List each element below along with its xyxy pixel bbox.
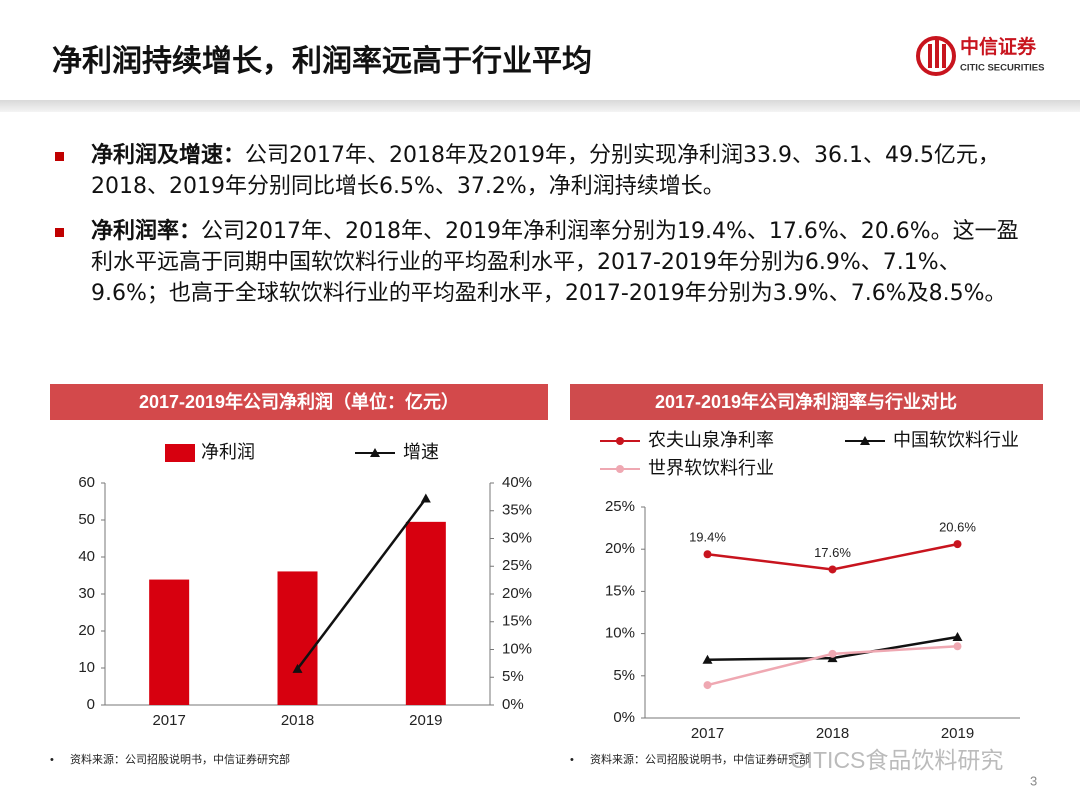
logo-cn: 中信证券 bbox=[960, 35, 1037, 58]
y2-tick-label: 10% bbox=[502, 640, 532, 657]
bullet-text: 公司2017年、2018年及2019年，分别实现净利润33.9、36.1、49.… bbox=[91, 143, 1000, 199]
page-number: 3 bbox=[1030, 773, 1037, 788]
marker bbox=[827, 653, 838, 663]
line bbox=[707, 635, 958, 662]
source: 资料来源：公司招股说明书，中信证券研究部 bbox=[70, 752, 290, 766]
legend-swatch bbox=[165, 444, 195, 462]
chart-title-box bbox=[50, 384, 548, 420]
x-tick-label: 2017 bbox=[152, 712, 185, 729]
data-label: 19.4% bbox=[689, 530, 726, 545]
chart-title-box bbox=[570, 384, 1043, 420]
bullet-text: 公司2017年、2018年、2019年净利润率分别为19.4%、17.6%、20… bbox=[91, 219, 1019, 306]
line bbox=[296, 497, 427, 670]
legend-label: 中国软饮料行业 bbox=[893, 430, 1019, 450]
source: 资料来源：公司招股说明书，中信证券研究部 bbox=[590, 752, 810, 766]
y2-tick-label: 40% bbox=[502, 474, 532, 491]
marker bbox=[828, 649, 837, 658]
marker bbox=[828, 565, 837, 574]
y2-tick-label: 30% bbox=[502, 529, 532, 546]
header-band bbox=[0, 100, 1080, 112]
marker bbox=[953, 540, 962, 549]
y-tick-label: 0% bbox=[613, 709, 635, 726]
y-tick-label: 5% bbox=[613, 667, 635, 684]
y-tick-label: 40 bbox=[78, 548, 95, 565]
y-tick-label: 0 bbox=[87, 696, 95, 713]
marker bbox=[292, 663, 303, 673]
logo-bar bbox=[928, 44, 932, 68]
legend-label: 净利润 bbox=[201, 442, 255, 462]
marker bbox=[616, 437, 624, 445]
x-tick-label: 2018 bbox=[281, 712, 314, 729]
line bbox=[707, 542, 958, 571]
source: • bbox=[50, 754, 54, 766]
bar bbox=[149, 579, 190, 705]
bullet: 净利润及增速：公司2017年、2018年及2019年，分别实现净利润33.9、3… bbox=[55, 140, 1035, 202]
y-tick-label: 15% bbox=[605, 582, 635, 599]
marker bbox=[703, 681, 712, 690]
bullet: 净利润率：公司2017年、2018年、2019年净利润率分别为19.4%、17.… bbox=[55, 216, 1035, 309]
marker bbox=[952, 631, 963, 641]
legend-label: 农夫山泉净利率 bbox=[648, 430, 774, 450]
y2-tick-label: 25% bbox=[502, 557, 532, 574]
y-tick-label: 60 bbox=[78, 474, 95, 491]
logo-ring bbox=[916, 36, 956, 76]
bar bbox=[277, 571, 318, 705]
y-tick-label: 10% bbox=[605, 625, 635, 642]
y2-tick-label: 20% bbox=[502, 585, 532, 602]
x-tick-label: 2019 bbox=[941, 725, 974, 742]
logo-en: CITIC SECURITIES bbox=[960, 63, 1044, 74]
marker bbox=[703, 550, 712, 559]
bullet-list: 净利润及增速：公司2017年、2018年及2019年，分别实现净利润33.9、3… bbox=[55, 140, 1035, 323]
watermark: CITICS食品饮料研究 bbox=[790, 747, 1003, 773]
marker bbox=[953, 642, 962, 651]
y-tick-label: 30 bbox=[78, 585, 95, 602]
chart-title: 2017-2019年公司净利润（单位：亿元） bbox=[139, 391, 459, 412]
legend-label: 增速 bbox=[403, 442, 439, 462]
legend-label: 世界软饮料行业 bbox=[648, 458, 774, 478]
bullet-lead: 净利润率： bbox=[91, 219, 202, 244]
x-tick-label: 2018 bbox=[816, 725, 849, 742]
bar bbox=[405, 521, 446, 705]
marker bbox=[420, 493, 431, 503]
y2-tick-label: 0% bbox=[502, 696, 524, 713]
y-tick-label: 25% bbox=[605, 498, 635, 515]
logo-bar bbox=[942, 44, 946, 68]
y-tick-label: 20 bbox=[78, 622, 95, 639]
data-label: 20.6% bbox=[939, 520, 976, 535]
line bbox=[707, 645, 958, 687]
logo-bar bbox=[935, 40, 939, 68]
marker bbox=[616, 465, 624, 473]
source: • bbox=[570, 754, 574, 766]
x-tick-label: 2019 bbox=[409, 712, 442, 729]
marker bbox=[702, 654, 713, 664]
y2-tick-label: 35% bbox=[502, 502, 532, 519]
data-label: 17.6% bbox=[814, 545, 851, 560]
bullet-lead: 净利润及增速： bbox=[91, 143, 246, 168]
y-tick-label: 20% bbox=[605, 540, 635, 557]
y2-tick-label: 5% bbox=[502, 668, 524, 685]
x-tick-label: 2017 bbox=[691, 725, 724, 742]
y-tick-label: 10 bbox=[78, 659, 95, 676]
chart-title: 2017-2019年公司净利润率与行业对比 bbox=[655, 391, 957, 412]
y2-tick-label: 15% bbox=[502, 613, 532, 630]
marker bbox=[370, 448, 380, 457]
logo: 中信证券 CITIC SECURITIES bbox=[916, 35, 1044, 76]
y-tick-label: 50 bbox=[78, 511, 95, 528]
slide-title: 净利润持续增长，利润率远高于行业平均 bbox=[52, 44, 592, 79]
marker bbox=[860, 436, 870, 445]
